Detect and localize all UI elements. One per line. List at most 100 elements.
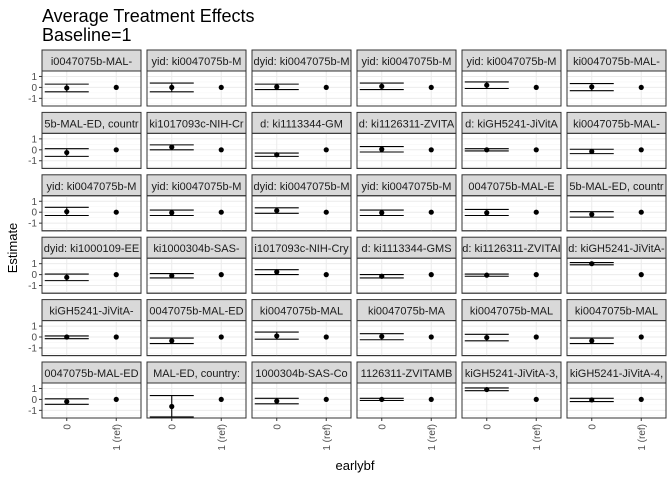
- reference-point: [533, 147, 539, 153]
- facet-strip-label: ki0047075b-MAL: [260, 306, 343, 318]
- facet-strip-label: d: kiGH5241-JiVitA-: [568, 243, 665, 255]
- facet-strip-label: MAL-ED, country:: [153, 368, 240, 380]
- facet-border: [566, 70, 667, 107]
- facet-strip-label: yid: ki0047075b-M: [362, 56, 452, 68]
- facet-border: [566, 132, 667, 169]
- facet-panel: kiGH5241-JiVitA- 10-1: [28, 299, 142, 357]
- y-tick-label: -1: [28, 406, 37, 417]
- estimate-point: [589, 397, 595, 403]
- estimate-point: [274, 152, 280, 158]
- reference-point: [218, 84, 224, 91]
- x-tick-label: 1 (ref): [112, 424, 123, 451]
- y-tick-label: 0: [31, 333, 37, 344]
- estimate-point: [64, 85, 70, 91]
- x-axis-title: earlybf: [335, 458, 374, 473]
- facet-panel: yid: ki0047075b-M: [356, 49, 457, 107]
- facet-border: [251, 320, 352, 357]
- facet-strip-label: ki0047075b-MAL-: [573, 56, 660, 68]
- y-tick-label: 1: [31, 322, 37, 333]
- y-tick-label: 0: [31, 208, 37, 219]
- y-tick-label: -1: [28, 94, 37, 105]
- facet-panel: d: ki1113344-GMS: [356, 236, 457, 294]
- facet-strip-label: 0047075b-MAL-E: [468, 181, 554, 193]
- facet-strip-label: 0047075b-MAL-ED: [149, 306, 243, 318]
- facet-border: [566, 320, 667, 357]
- x-tick-label: 0: [587, 424, 598, 430]
- estimate-point: [589, 338, 595, 344]
- estimate-point: [169, 403, 175, 410]
- estimate-point: [379, 333, 385, 340]
- estimate-point: [169, 338, 175, 344]
- facet-panel: ki0047075b-MAL: [566, 299, 667, 357]
- estimate-point: [169, 84, 175, 91]
- facet-strip-label: dyid: ki0047075b-M: [253, 56, 349, 68]
- reference-point: [638, 209, 644, 215]
- reference-point: [113, 209, 119, 215]
- facet-panel: 1126311-ZVITAMB: [356, 361, 457, 419]
- reference-point: [428, 147, 434, 153]
- facet-border: [356, 382, 457, 419]
- reference-point: [428, 84, 434, 91]
- reference-point: [323, 334, 329, 340]
- estimate-point: [484, 386, 490, 393]
- facet-panel: 5b-MAL-ED, countr: [566, 174, 667, 232]
- reference-point: [638, 334, 644, 340]
- estimate-point: [379, 210, 385, 216]
- estimate-point: [589, 261, 595, 267]
- estimate-point: [484, 334, 490, 341]
- facet-panel: 0047075b-MAL-ED 10-1: [28, 361, 142, 419]
- facet-panel: 0047075b-MAL-E: [461, 174, 562, 232]
- x-tick-label: 0: [482, 424, 493, 430]
- facet-panel: dyid: ki1000109-EE 10-1: [28, 236, 142, 294]
- facet-strip-label: 5b-MAL-ED, countr: [569, 181, 663, 193]
- facet-strip-label: kiGH5241-JiVitA-: [49, 306, 133, 318]
- facet-strip-label: yid: ki0047075b-M: [152, 181, 242, 193]
- reference-point: [323, 84, 329, 91]
- facet-border: [356, 70, 457, 107]
- facet-strip-label: yid: ki0047075b-M: [47, 181, 137, 193]
- facet-panel: kiGH5241-JiVitA-3,: [461, 361, 562, 419]
- reference-point: [113, 334, 119, 340]
- x-tick-label: 0: [377, 424, 388, 430]
- facet-strip-label: 1126311-ZVITAMB: [361, 368, 453, 380]
- estimate-point: [589, 84, 595, 90]
- facet-border: [146, 382, 247, 419]
- estimate-point: [484, 210, 490, 216]
- facet-panel: ki1017093c-NIH-Cr: [146, 111, 247, 169]
- facet-panel: i1017093c-NIH-Cry: [251, 236, 352, 294]
- facet-panel: d: ki1113344-GM: [251, 111, 352, 169]
- facet-border: [461, 132, 562, 169]
- facet-border: [41, 70, 142, 107]
- facet-border: [566, 382, 667, 419]
- facet-panel: MAL-ED, country:: [146, 361, 247, 419]
- facet-border: [146, 195, 247, 232]
- estimate-point: [484, 82, 490, 88]
- facet-border: [251, 132, 352, 169]
- facet-strip-label: dyid: ki1000109-EE: [44, 243, 139, 255]
- reference-point: [218, 272, 224, 278]
- x-tick-label: 0: [272, 424, 283, 430]
- facet-border: [566, 195, 667, 232]
- facet-strip-label: ki1000304b-SAS-: [153, 243, 240, 255]
- facet-border: [356, 195, 457, 232]
- y-tick-label: -1: [28, 343, 37, 354]
- reference-point: [533, 84, 539, 91]
- chart-title: Average Treatment Effects Baseline=1: [42, 6, 254, 45]
- facet-border: [356, 132, 457, 169]
- estimate-point: [274, 333, 280, 339]
- x-tick-label: 0: [62, 424, 73, 430]
- reference-point: [218, 147, 224, 153]
- facet-border: [461, 257, 562, 294]
- estimate-point: [64, 149, 70, 156]
- facet-strip-label: i1017093c-NIH-Cry: [254, 243, 349, 255]
- y-tick-label: 1: [31, 384, 37, 395]
- facet-strip-label: d: ki1113344-GM: [260, 118, 343, 130]
- reference-point: [428, 334, 434, 340]
- reference-point: [638, 272, 644, 278]
- facet-strip-label: 1000304b-SAS-Co: [255, 368, 347, 380]
- y-axis-title: Estimate: [5, 223, 20, 274]
- facet-strip-label: d: kiGH5241-JiVitA: [465, 118, 558, 130]
- reference-point: [323, 147, 329, 153]
- reference-point: [638, 396, 644, 403]
